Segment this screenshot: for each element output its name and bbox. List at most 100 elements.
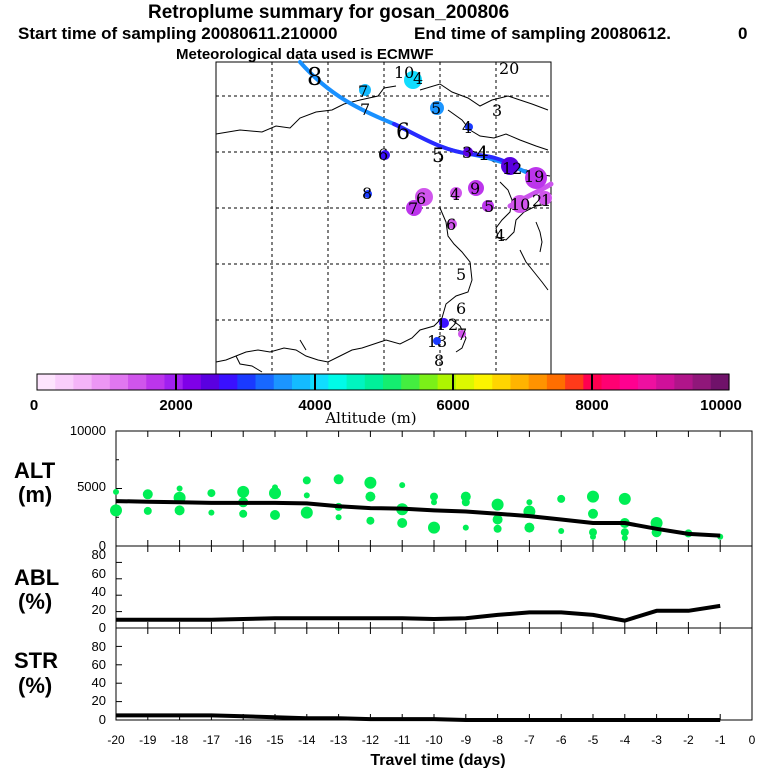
colorbar-cell [546,374,566,390]
alt-y-axis: 10000 5000 0 [70,423,106,553]
colorbar-tick-label: 4000 [298,397,331,414]
colorbar-cell [91,374,111,390]
alt-scatter-point [399,482,406,489]
end-time-value: 0 [738,24,748,43]
x-tick-label: -4 [619,733,630,747]
colorbar-cell [310,374,329,390]
x-axis-label: Travel time (days) [370,752,505,768]
map-label: 8 [434,351,444,370]
alt-scatter-point [491,498,504,511]
alt-scatter-point [303,492,310,499]
alt-scatter-point [113,488,119,495]
abl-series-line [116,603,721,623]
abl-ytick-label: 60 [92,566,106,581]
alt-scatter-point [587,490,599,503]
colorbar-cell [237,374,257,390]
alt-scatter-point [176,485,183,492]
map-panel: 8 7 10 4 20 7 5 3 4 6 6 5 3 4 12 19 8 9 … [215,59,554,375]
colorbar-tick-label: 2000 [159,397,192,414]
colorbar-cell [182,374,202,390]
map-label: 3 [437,332,447,351]
alt-scatter-point [207,489,216,498]
alt-scatter-point [461,498,470,507]
colorbar-tick-label: 0 [30,397,38,414]
map-label: 5 [456,265,466,284]
colorbar-cell [437,374,457,390]
alt-scatter-point [397,518,408,528]
x-tick-label: 0 [749,733,756,747]
colorbar-cell [455,374,475,390]
map-label: 12 [502,159,522,178]
map-label: 1 [436,315,446,334]
abl-y-axis: 80 60 40 20 0 [92,547,106,635]
str-ytick-label: 80 [92,639,106,654]
alt-scatter-point [492,514,503,525]
alt-scatter-point [621,535,628,541]
alt-scatter-point [524,522,535,533]
colorbar-cell [364,374,384,390]
alt-scatter-point [588,508,598,519]
alt-scatter-point [364,476,377,489]
chart-title: Retroplume summary for gosan_200806 [148,2,510,23]
colorbar-cell [146,374,166,390]
alt-scatter-point [300,506,313,519]
colorbar-cell [219,374,238,390]
x-tick-label: -14 [298,733,316,747]
colorbar-cell [109,374,129,390]
colorbar-cell [619,374,639,390]
colorbar-ticks [175,374,593,390]
alt-scatter-point [428,521,440,534]
x-tick-label: -6 [556,733,567,747]
alt-scatter-point [589,528,597,537]
alt-scatter-point [239,509,248,518]
x-tick-label: -9 [460,733,471,747]
map-label: 19 [524,167,544,186]
alt-scatter-point [431,499,437,506]
colorbar-tick-label: 8000 [575,397,608,414]
x-tick-label: -17 [203,733,221,747]
colorbar-cell [128,374,147,390]
alt-scatter-point [620,528,629,537]
map-label: 8 [362,184,372,203]
str-ytick-label: 40 [92,675,106,690]
x-tick-label: -5 [588,733,599,747]
x-tick-label: -15 [266,733,284,747]
str-panel-unit: (%) [18,673,52,698]
colorbar-cell [419,374,439,390]
colorbar-cell [601,374,621,390]
map-label: 5 [432,143,445,167]
map-label: 5 [484,197,494,216]
alt-scatter-point [590,533,596,540]
map-label: 1 [541,191,551,210]
panel-labels: ALT (m) ABL (%) STR (%) [14,458,59,698]
str-series-line [116,713,721,722]
str-y-axis: 80 60 40 20 0 [92,639,106,727]
map-label: 2 [532,191,542,210]
alt-scatter-point [462,524,469,531]
alt-ytick-label: 10000 [70,423,106,438]
x-tick-label: -13 [330,733,348,747]
alt-scatter-point [269,487,281,500]
alt-ytick-label: 0 [99,538,106,553]
map-label: 6 [378,145,388,164]
map-plume-dots [359,71,552,345]
alt-scatter-point [493,524,502,533]
map-label: 4 [413,69,423,88]
x-tick-label: -3 [651,733,662,747]
alt-scatter-point [460,491,471,502]
alt-series-line [115,499,721,538]
alt-panel-label: ALT [14,458,56,483]
x-tick-label: -18 [171,733,189,747]
str-ytick-label: 0 [99,712,106,727]
abl-ytick-label: 40 [92,584,106,599]
colorbar-cell [200,374,220,390]
alt-scatter-point [558,528,565,534]
str-ytick-label: 60 [92,657,106,672]
colorbar-cell [328,374,348,390]
x-tick-label: -20 [107,733,125,747]
str-ytick-label: 20 [92,693,106,708]
str-panel-label: STR [14,648,58,673]
map-label: 20 [499,59,519,78]
alt-scatter-point [333,474,344,485]
